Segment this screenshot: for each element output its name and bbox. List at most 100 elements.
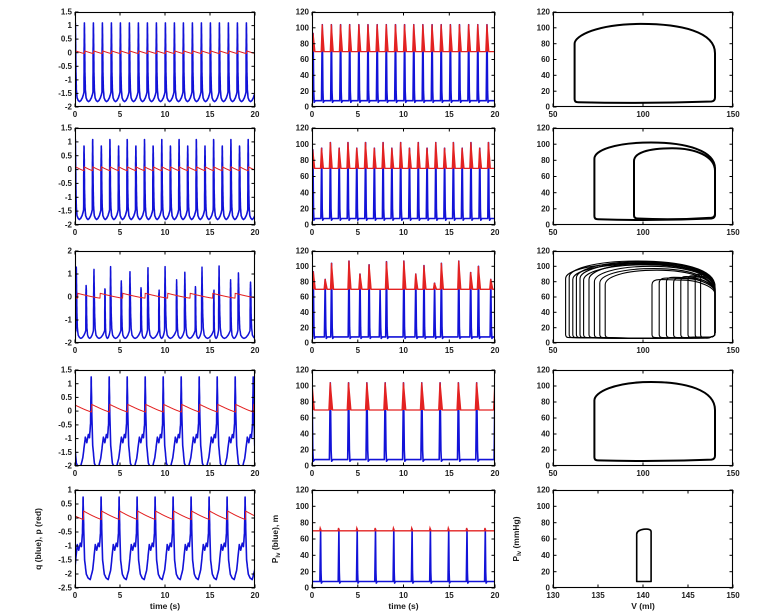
y-tick-label: 120 <box>296 486 310 495</box>
y-tick-label: 100 <box>537 382 551 391</box>
y-tick-label: -1 <box>65 76 73 85</box>
plot-area <box>75 265 255 340</box>
series-Plv-line <box>312 141 495 221</box>
series-Plv-line <box>312 382 495 462</box>
y-tick-label: 80 <box>300 398 309 407</box>
x-tick-label: 20 <box>251 228 260 237</box>
plot-area <box>75 496 255 581</box>
pv-loop <box>658 277 716 339</box>
y-tick-label: 1.5 <box>61 124 73 133</box>
y-tick-label: 0.5 <box>61 500 73 509</box>
y-tick-label: 120 <box>296 124 310 133</box>
y-tick-label: -1.5 <box>58 89 72 98</box>
y-axis-label: q (blue), p (red) <box>33 508 43 570</box>
x-tick-label: 20 <box>491 110 500 119</box>
subplot-r4c3: 50 100 150 0 20 40 60 80 100 120 <box>537 366 741 478</box>
subplot-r4c1-canvas: 0 5 10 15 20 -2 -1.5 -1 -0.5 0 0.5 1 1.5 <box>58 366 260 478</box>
y-tick-label: 120 <box>296 366 310 375</box>
y-tick-label: 80 <box>300 156 309 165</box>
tick-marks <box>552 250 734 344</box>
subplot-r3c3: 50 100 150 0 20 40 60 80 100 120 <box>537 247 741 355</box>
series-Part-envelope <box>312 24 495 53</box>
y-tick-label: 0.5 <box>61 35 73 44</box>
subplot-r2c2: 0 5 10 15 20 0 20 40 60 80 100 120 <box>296 124 500 237</box>
x-tick-label: 20 <box>491 228 500 237</box>
y-tick-label: 80 <box>300 277 309 286</box>
y-tick-label: -1 <box>65 542 73 551</box>
plot-area <box>312 23 495 104</box>
x-tick-label: 100 <box>636 469 650 478</box>
series-Plv-line <box>312 528 495 584</box>
y-tick-label: 0 <box>305 103 310 112</box>
y-tick-label: 20 <box>541 323 550 332</box>
y-tick-label: 80 <box>541 277 550 286</box>
y-tick-label: 40 <box>541 71 550 80</box>
y-tick-label: 20 <box>300 446 309 455</box>
y-tick-label: 60 <box>300 172 309 181</box>
y-tick-label: -2 <box>65 462 73 471</box>
y-tick-label: 20 <box>300 323 309 332</box>
y-tick-label: 60 <box>300 414 309 423</box>
subplot-r1c1-canvas: 0 5 10 15 20 -2 -1.5 -1 -0.5 0 0.5 1 1.5 <box>58 8 260 119</box>
subplot-r1c2-canvas: 0 5 10 15 20 0 20 40 60 80 100 120 <box>296 8 500 119</box>
subplot-r5c2-canvas: 0 5 10 15 20 0 20 40 60 80 100 120 time (s) Plv (blue… <box>270 486 500 611</box>
x-tick-label: 10 <box>399 591 408 600</box>
x-tick-label: 15 <box>206 469 215 478</box>
x-tick-label: 15 <box>445 346 454 355</box>
y-tick-label: 120 <box>537 486 551 495</box>
x-tick-label: 10 <box>161 346 170 355</box>
y-tick-label: 0 <box>68 514 73 523</box>
tick-marks <box>74 369 256 467</box>
subplot-r1c2: 0 5 10 15 20 0 20 40 60 80 100 120 <box>296 8 500 119</box>
subplot-r5c3: 130 135 140 145 150 0 20 40 60 80 100 120 V (ml) Plv … <box>511 486 740 611</box>
series-q-line <box>75 265 255 340</box>
subplot-r2c2-canvas: 0 5 10 15 20 0 20 40 60 80 100 120 <box>296 124 500 237</box>
subplot-r5c1-canvas: 0 5 10 15 20 -2.5 -2 -1.5 -1 -0.5 0 0.5 1 time (s) q (… <box>33 486 260 611</box>
y-tick-label: 60 <box>541 55 550 64</box>
x-tick-label: 15 <box>206 228 215 237</box>
y-tick-label: 120 <box>537 366 551 375</box>
x-tick-label: 0 <box>310 469 315 478</box>
series-p-line <box>75 50 255 54</box>
x-tick-label: 5 <box>356 469 361 478</box>
x-tick-label: 0 <box>310 591 315 600</box>
y-tick-label: -2.5 <box>58 584 72 593</box>
subplot-r5c2: 0 5 10 15 20 0 20 40 60 80 100 120 time (s) Plv (blue… <box>270 486 500 611</box>
y-tick-label: 40 <box>541 551 550 560</box>
x-tick-label: 20 <box>251 346 260 355</box>
x-tick-label: 5 <box>118 110 123 119</box>
y-tick-label: 1.5 <box>61 8 73 17</box>
y-tick-label: 120 <box>537 124 551 133</box>
y-tick-label: 40 <box>300 71 309 80</box>
y-tick-label: 1 <box>68 138 73 147</box>
y-tick-label: -2 <box>65 339 73 348</box>
pv-loop <box>593 141 716 221</box>
x-tick-label: 135 <box>591 591 605 600</box>
series-Part-envelope <box>312 260 495 290</box>
pv-loop <box>635 528 652 583</box>
plot-area <box>593 141 716 221</box>
y-axis-label: Plv (blue), m <box>270 514 282 563</box>
y-tick-label: -0.5 <box>58 62 72 71</box>
plot-area <box>573 22 716 104</box>
series-q-line <box>75 496 255 581</box>
y-tick-label: 0.5 <box>61 393 73 402</box>
pv-loop <box>633 147 716 221</box>
y-tick-label: 60 <box>300 293 309 302</box>
y-tick-label: 20 <box>541 446 550 455</box>
y-tick-label: -1.5 <box>58 448 72 457</box>
y-tick-label: 40 <box>300 551 309 560</box>
y-tick-label: 80 <box>300 39 309 48</box>
subplot-r3c2-canvas: 0 5 10 15 20 0 20 40 60 80 100 120 <box>296 247 500 355</box>
x-tick-label: 100 <box>636 228 650 237</box>
y-tick-label: 60 <box>541 293 550 302</box>
series-Part-envelope <box>312 142 495 170</box>
x-tick-label: 0 <box>310 228 315 237</box>
plot-area <box>593 381 716 463</box>
y-tick-label: -1.5 <box>58 207 72 216</box>
x-tick-label: 0 <box>73 591 78 600</box>
tick-marks <box>74 489 256 589</box>
y-tick-label: 100 <box>537 23 551 32</box>
x-tick-label: 10 <box>161 228 170 237</box>
plot-area <box>635 528 652 583</box>
